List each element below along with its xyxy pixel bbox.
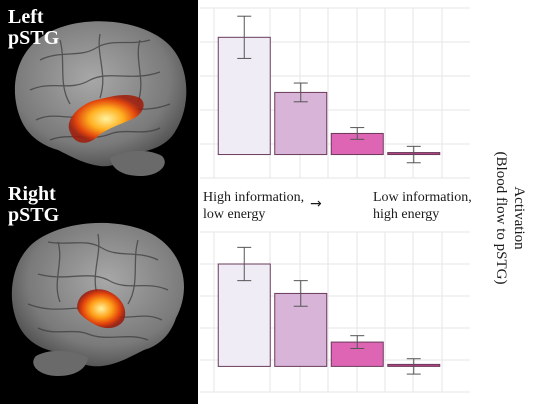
bar-0-1 xyxy=(274,91,328,156)
brain-image-panel: Left pSTG Right pSTG xyxy=(0,0,198,404)
arrow-right-icon: → xyxy=(310,196,322,212)
low-information-annotation: Low information, high energy xyxy=(373,189,472,223)
right-pstg-label-line1: Right xyxy=(8,183,56,205)
right-pstg-label: Right pSTG xyxy=(8,184,59,226)
right-pstg-label-line2: pSTG xyxy=(8,204,60,226)
high-information-line1: High information, xyxy=(203,190,305,205)
left-pstg-label-line1: Left xyxy=(8,6,44,28)
right-activation-blob xyxy=(77,289,126,329)
y-axis-label: Activation (Blood flow to pSTG) xyxy=(478,118,536,298)
left-brain-image xyxy=(14,21,187,176)
left-activation-blob xyxy=(68,94,144,143)
y-axis-label-line2: (Blood flow to pSTG) xyxy=(493,151,509,285)
left-pstg-label-line2: pSTG xyxy=(8,27,60,49)
right-brain-image xyxy=(11,222,185,376)
y-axis-label-line1: Activation xyxy=(511,186,527,250)
low-information-line2: high energy xyxy=(373,207,440,222)
low-information-line1: Low information, xyxy=(373,190,472,205)
high-information-annotation: High information, low energy xyxy=(203,189,304,223)
high-information-line2: low energy xyxy=(203,207,266,222)
left-pstg-label: Left pSTG xyxy=(8,7,59,49)
